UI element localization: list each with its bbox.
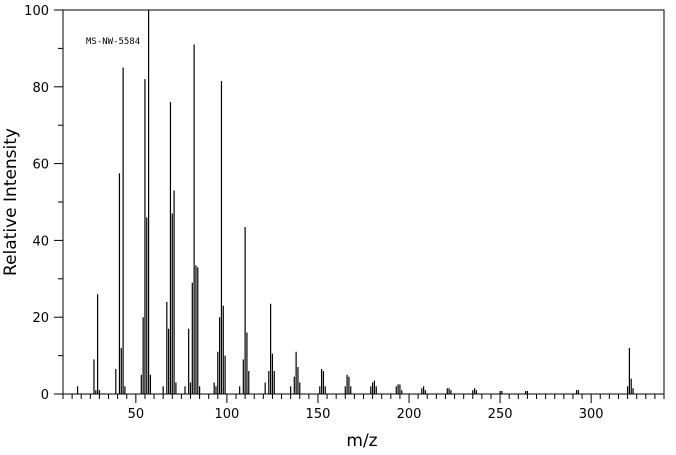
- spectrum-id-annotation: MS-NW-5584: [86, 37, 140, 47]
- x-tick-label: 100: [214, 407, 239, 422]
- x-axis-label: m/z: [346, 431, 377, 451]
- x-tick-label: 300: [579, 407, 604, 422]
- x-tick-label: 150: [306, 407, 331, 422]
- y-tick-label: 60: [32, 158, 49, 173]
- y-tick-label: 0: [41, 388, 49, 403]
- y-tick-label: 40: [32, 234, 49, 249]
- y-axis-label: Relative Intensity: [1, 128, 21, 276]
- y-tick-label: 20: [32, 311, 49, 326]
- y-tick-label: 100: [24, 4, 49, 19]
- x-tick-label: 200: [397, 407, 422, 422]
- x-tick-label: 250: [488, 407, 513, 422]
- plot-frame: [62, 9, 665, 395]
- axes-group: 50 100 150 200 250 300 0 20 40 60 80 100: [24, 4, 665, 422]
- peaks-group: [76, 10, 634, 394]
- y-tick-label: 80: [32, 81, 49, 96]
- x-tick-label: 50: [128, 407, 145, 422]
